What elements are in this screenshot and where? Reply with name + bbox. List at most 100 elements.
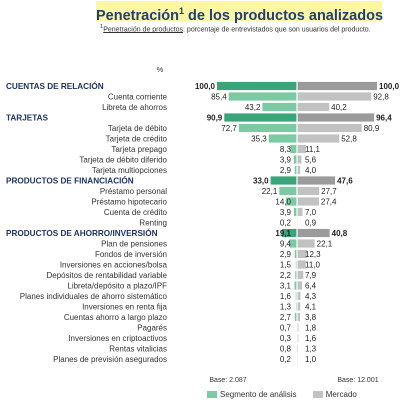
value-label-mercado: 80,9 [364,124,380,133]
value-label-segmento: 0,2 [280,219,292,228]
value-label-mercado: 52,8 [341,135,357,144]
value-label-mercado: 27,7 [321,187,337,196]
bar-mercado [297,291,301,301]
product-label: Tarjeta de crédito [106,135,168,144]
bar-mercado [297,270,304,280]
bar-mercado [297,281,303,290]
product-label: Tarjeta multiopciones [92,166,167,175]
value-label-segmento: 2,7 [280,313,292,322]
value-label-mercado: 4,0 [305,166,317,175]
bar-mercado [297,92,372,101]
bar-mercado [297,239,315,248]
bar-mercado [297,186,320,196]
value-label-segmento: 3,9 [280,156,292,165]
bar-mercado [297,249,307,259]
product-label: Libreta de ahorros [102,103,167,112]
value-label-mercado: 1,3 [305,345,317,354]
product-label: Tarjeta de débito diferido [79,156,167,165]
product-label: Planes individuales de ahorro sistemátic… [20,292,168,301]
value-label-segmento: 2,2 [280,271,292,280]
value-label-segmento: 14,0 [275,198,291,207]
value-label-mercado: 7,9 [305,271,317,280]
value-label-segmento: 0,2 [280,355,292,364]
value-label-mercado: 4,3 [305,292,317,301]
bar-mercado [297,81,377,91]
value-label-mercado: 5,6 [305,156,317,165]
product-label: Fondos de inversión [95,250,167,259]
value-label-mercado: 1,6 [305,334,317,343]
footnote: 1Penetración de productos: porcentaje de… [100,24,371,34]
bar-segmento [295,270,297,280]
bar-segmento [279,186,297,196]
value-label-mercado: 27,4 [321,198,337,207]
bar-segmento [294,281,297,290]
value-label-mercado: 11,1 [305,145,321,154]
bar-mercado [297,134,340,143]
value-label-segmento: 1,6 [280,292,292,301]
legend: Segmento de análisis Mercado [207,390,371,399]
bar-mercado [297,197,319,206]
product-label: Inversiones en acciones/bolsa [60,261,168,270]
bar-mercado [297,165,301,175]
bar-segmento [289,239,297,248]
base-label-segmento: Base: 2.087 [209,377,246,384]
value-label-mercado: 96,4 [376,114,392,123]
category-label: PRODUCTOS DE FINANCIACIÓN [6,175,134,186]
bar-segmento [224,113,297,122]
value-label-segmento: 35,3 [251,135,267,144]
value-label-segmento: 72,7 [221,124,237,133]
bar-segmento [293,207,297,217]
value-label-mercado: 40,2 [331,103,347,112]
product-label: Cuentas ahorro a largo plazo [64,313,168,322]
unit-label: % [157,65,164,74]
value-label-mercado: 7,0 [305,208,317,217]
value-label-mercado: 40,8 [332,229,348,238]
value-label-segmento: 3,1 [280,282,292,291]
butterfly-bar-chart: CUENTAS DE RELACIÓN 100,0 100,0 Cuenta corr… [6,65,400,384]
value-label-segmento: 22,1 [262,187,278,196]
product-label: Renting [139,219,167,228]
value-label-mercado: 3,8 [305,313,317,322]
bar-mercado [297,155,302,164]
bar-mercado [297,113,375,122]
bar-mercado [297,207,303,217]
product-label: Cuenta de crédito [104,208,168,217]
page-title: Penetración1 de los productos analizados [96,1,383,24]
value-label-mercado: 1,0 [305,355,317,364]
value-label-mercado: 4,1 [305,303,317,312]
bar-mercado [297,123,362,133]
value-label-segmento: 85,4 [211,93,227,102]
legend-swatch-segmento [207,391,217,398]
value-label-segmento: 0,8 [280,345,292,354]
value-label-mercado: 47,6 [337,177,353,186]
product-label: Libreta/depósito a plazo/IPF [67,282,167,291]
value-label-segmento: 9,4 [280,240,292,249]
bar-segmento [270,176,297,185]
bar-segmento [217,81,297,91]
bar-segmento [228,92,297,101]
legend-item-segmento: Segmento de análisis [207,390,297,399]
value-label-mercado: 12,3 [305,250,321,259]
bar-mercado [297,260,306,269]
product-label: Cuenta corriente [108,93,168,102]
product-label: Rentas vitalicias [109,345,167,354]
bar-segmento [294,165,297,175]
bar-mercado [297,323,299,332]
bar-mercado [297,144,306,154]
product-label: Préstamo hipotecario [91,198,167,207]
product-label: Inversiones en renta fija [82,303,167,312]
bar-mercado [297,333,299,343]
value-label-mercado: 92,8 [373,93,389,102]
category-label: TARJETAS [6,114,49,123]
value-label-segmento: 2,9 [280,166,292,175]
value-label-mercado: 100,0 [379,82,400,91]
value-label-segmento: 100,0 [195,82,216,91]
value-label-mercado: 6,4 [305,282,317,291]
product-label: Inversiones en criptoactivos [68,334,167,343]
product-label: Préstamo personal [100,187,167,196]
product-label: Planes de previsión asegurados [53,355,167,364]
value-label-segmento: 2,9 [280,250,292,259]
product-label: Tarjeta de débito [108,124,168,133]
value-label-segmento: 0,3 [280,334,292,343]
value-label-segmento: 0,7 [280,324,292,333]
